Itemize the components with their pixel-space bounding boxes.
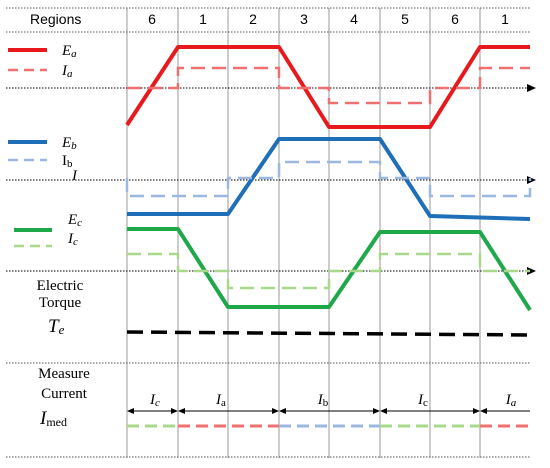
ic-waveform (127, 252, 530, 290)
ib-waveform (125, 160, 532, 198)
interval-label: Ic (149, 392, 160, 409)
measure-interval-labels: Ic Ia Ib Ic Ia (149, 392, 517, 409)
interval-label: Ia (215, 392, 226, 409)
eb-waveform (127, 137, 531, 221)
region-number: 1 (501, 11, 509, 27)
measure-label-line2: Current (41, 386, 88, 402)
region-number: 6 (148, 11, 156, 27)
time-axes (6, 84, 536, 275)
legend-ic-label: Ic (67, 231, 78, 248)
torque-label-line1: Electric (37, 278, 84, 294)
torque-symbol: Te (48, 316, 65, 337)
legend-ea-label: Ea (61, 43, 77, 60)
measure-symbol: Imed (39, 408, 67, 429)
legend-ia-label: Ia (61, 63, 73, 80)
legend-ec-label: Ec (67, 212, 82, 229)
regions-label: Regions (30, 11, 81, 27)
region-number: 2 (249, 11, 257, 27)
legend-eb-label: Eb (61, 135, 77, 152)
region-number: 1 (199, 11, 207, 27)
torque-waveform (126, 330, 531, 337)
interval-label: Ic (417, 392, 428, 409)
region-number: 4 (350, 11, 358, 27)
region-number: 3 (300, 11, 308, 27)
interval-label: Ib (317, 392, 329, 409)
measure-label-line1: Measure (38, 366, 90, 382)
region-number: 6 (451, 11, 459, 27)
torque-label-line2: Torque (39, 295, 82, 311)
ia-waveform (127, 66, 530, 105)
region-numbers: 6 1 2 3 4 5 6 1 (148, 11, 509, 27)
region-number: 5 (401, 11, 409, 27)
interval-label: Ia (505, 392, 517, 409)
legend-i-label: I (71, 168, 78, 184)
ec-waveform (127, 227, 532, 312)
legend-ib-label: Ib (62, 153, 73, 170)
ea-waveform (125, 45, 530, 129)
band-dividers (6, 7, 530, 458)
